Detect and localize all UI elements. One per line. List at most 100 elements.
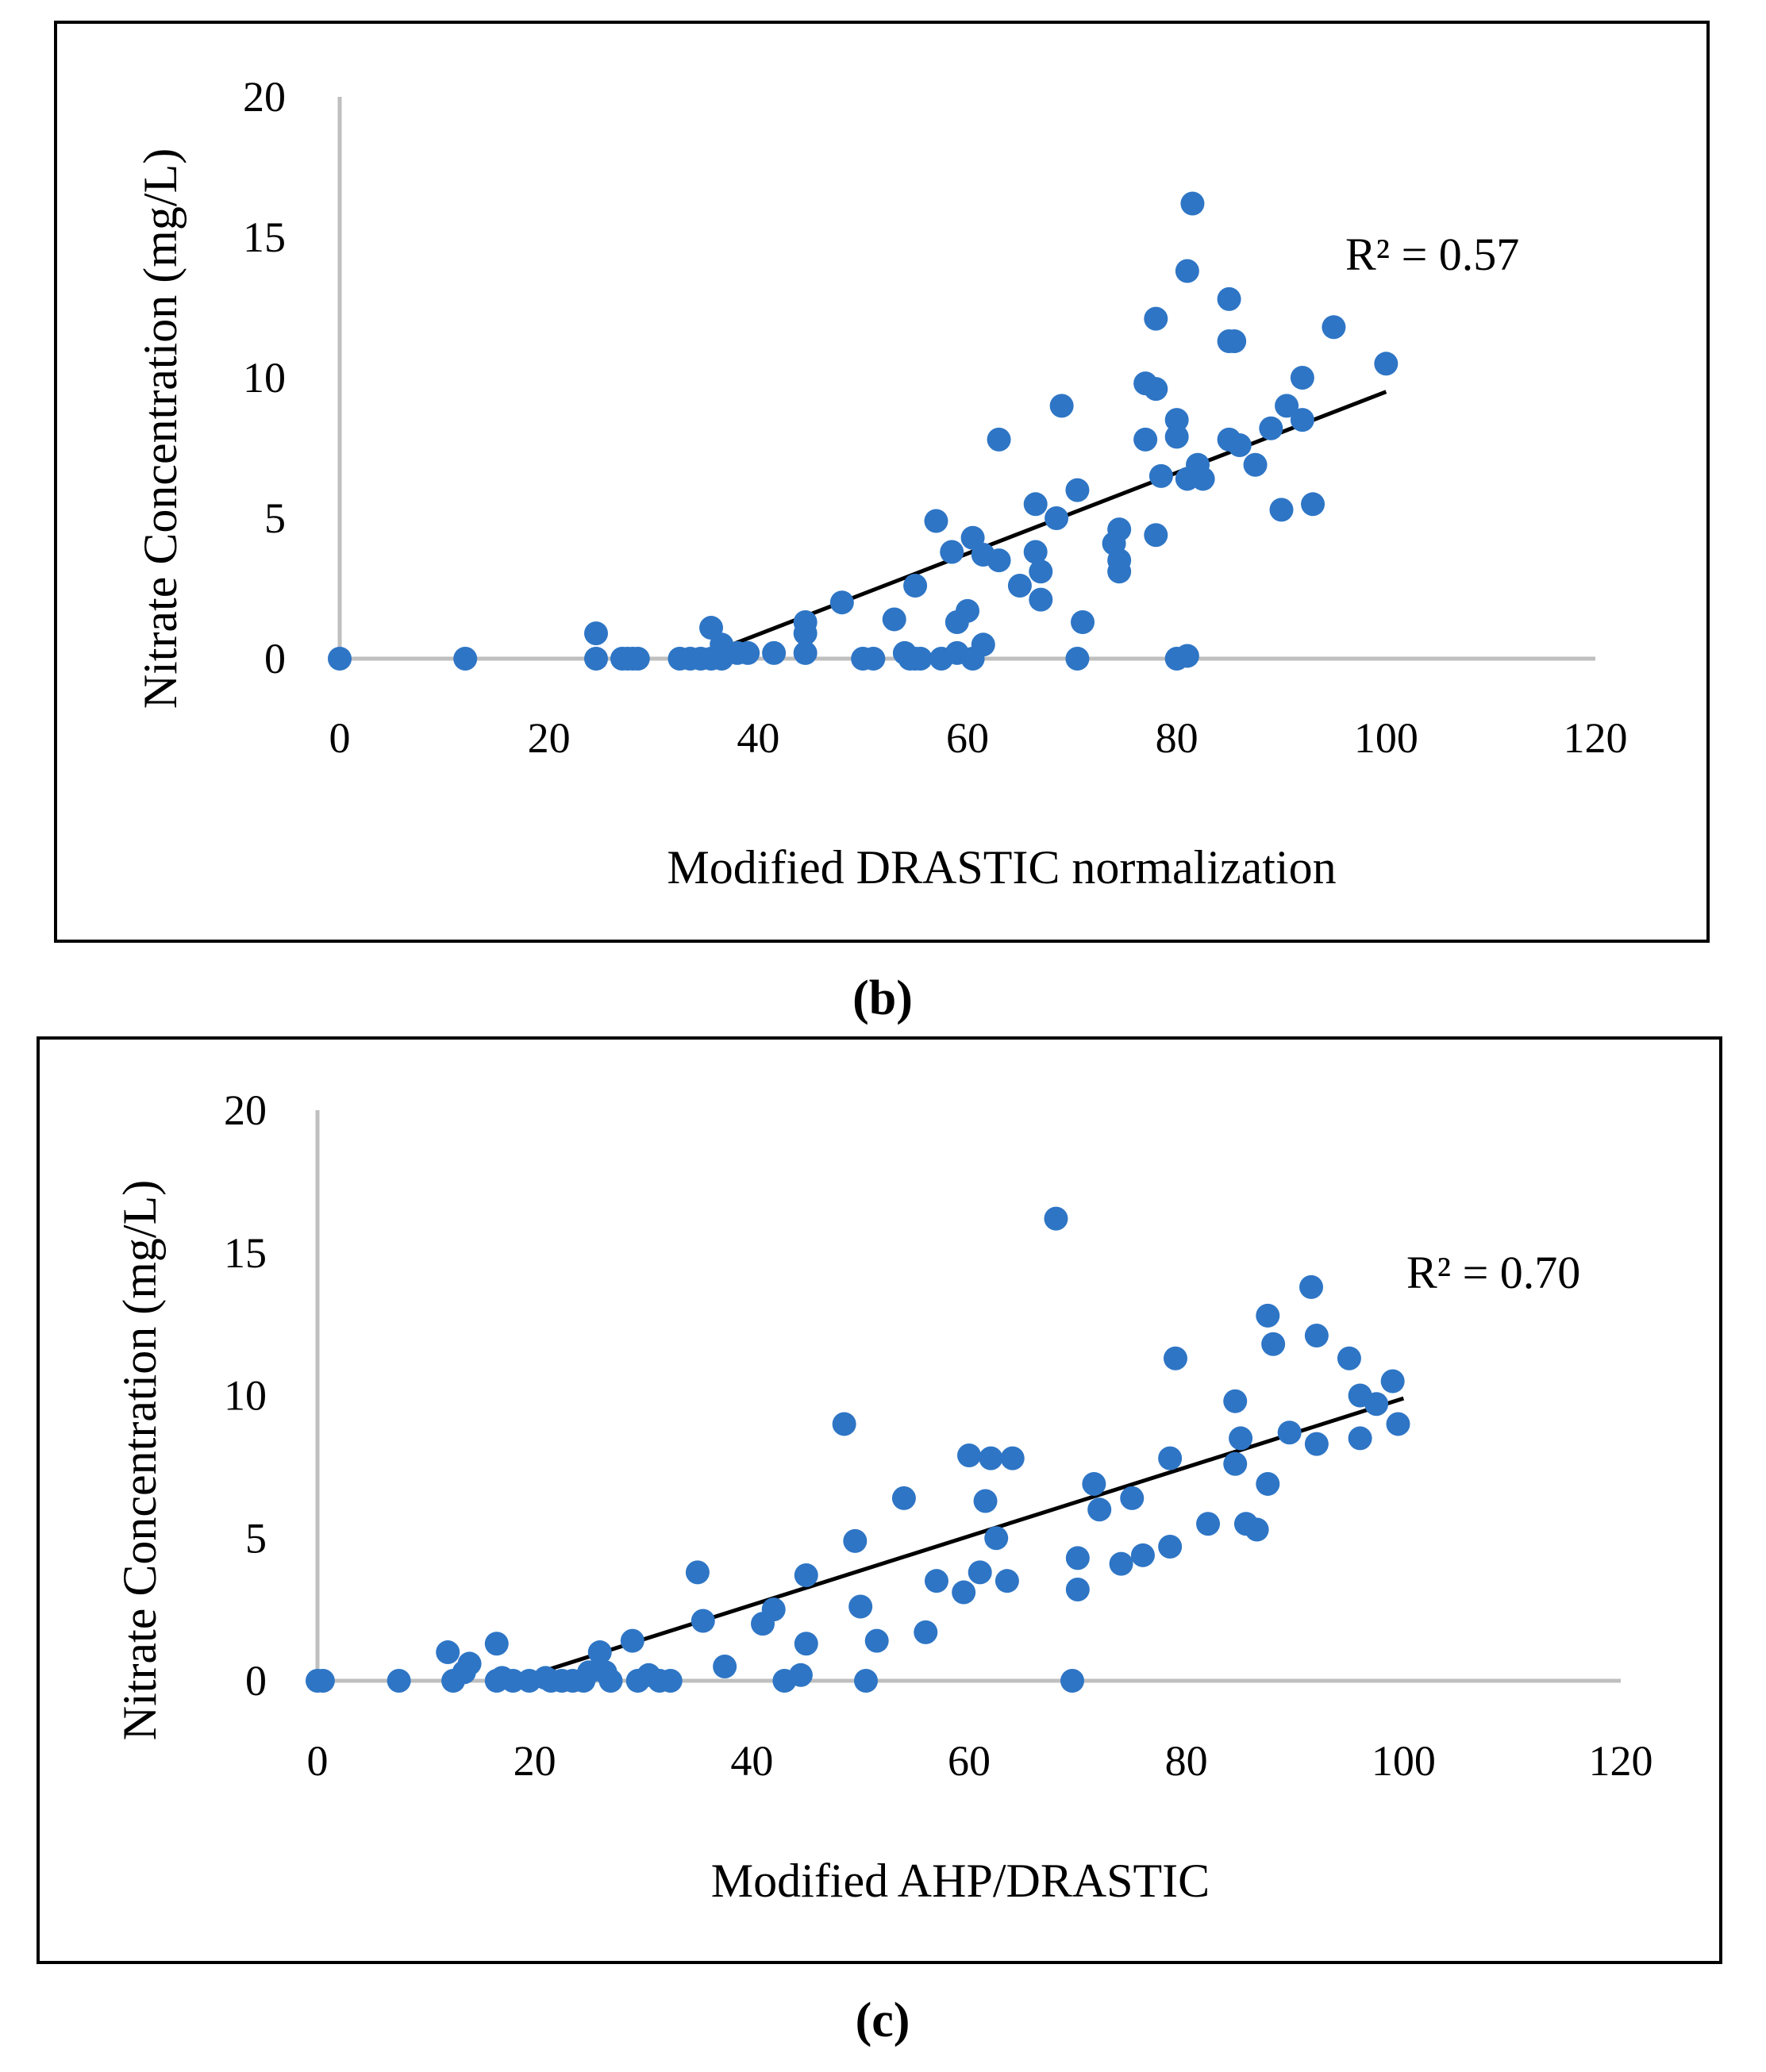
chart-c-data-point — [1196, 1512, 1221, 1536]
chart-c-data-point — [788, 1663, 813, 1687]
chart-b-data-point — [1023, 540, 1048, 564]
chart-b-data-point — [1222, 329, 1247, 353]
chart-c-data-point — [968, 1560, 992, 1585]
chart-c-data-point — [598, 1669, 623, 1693]
chart-c-y-axis-title: Nitrate Concentration (mg/L) — [114, 1180, 166, 1740]
chart-b-data-point — [971, 632, 995, 657]
chart-c-data-point — [1304, 1432, 1329, 1456]
chart-c-data-point — [1245, 1517, 1269, 1542]
chart-b-y-tick-label: 10 — [243, 354, 286, 402]
chart-b-data-point — [793, 621, 818, 646]
chart-b-data-point — [940, 540, 964, 564]
chart-b-data-point — [762, 640, 787, 665]
chart-c-data-point — [691, 1609, 715, 1633]
chart-b-data-point — [861, 647, 886, 671]
chart-b-data-point — [1045, 506, 1069, 530]
chart-c-y-tick-label: 10 — [224, 1372, 267, 1420]
chart-c-x-tick-label: 20 — [514, 1737, 556, 1785]
chart-c-data-point — [864, 1628, 889, 1653]
chart-b-x-tick-label: 80 — [1156, 714, 1198, 762]
chart-c-data-point — [436, 1640, 460, 1665]
chart-c-x-tick-label: 40 — [730, 1737, 773, 1785]
panel-label-c: (c) — [856, 1993, 910, 2047]
chart-c-data-point — [658, 1669, 683, 1693]
chart-b-x-tick-label: 20 — [528, 714, 571, 762]
chart-c-data-point — [1277, 1420, 1302, 1445]
chart-b-data-point — [1164, 425, 1189, 449]
chart-c-data-point — [501, 1669, 525, 1693]
chart-b-data-point — [1259, 416, 1283, 440]
chart-b-data-point — [1144, 306, 1168, 331]
chart-b-x-tick-label: 60 — [946, 714, 989, 762]
chart-b-data-point — [625, 647, 650, 671]
chart-c-data-point — [1082, 1471, 1106, 1496]
chart-b-data-point — [903, 573, 928, 598]
chart-b-y-tick-label: 20 — [243, 73, 286, 121]
chart-c-data-point — [1065, 1577, 1090, 1601]
chart-c-data-point — [924, 1569, 948, 1593]
chart-c-data-point — [1060, 1669, 1084, 1693]
chart-c-y-tick-label: 0 — [245, 1657, 267, 1705]
chart-b-data-point — [736, 640, 760, 665]
chart-b-r2-label: R² = 0.57 — [1345, 229, 1519, 280]
chart-c-data-point — [1000, 1446, 1025, 1470]
chart-c-data-point — [1261, 1332, 1286, 1356]
chart-c-x-tick-label: 80 — [1165, 1737, 1208, 1785]
chart-c-data-point — [1130, 1543, 1155, 1567]
chart-c-data-point — [457, 1651, 482, 1676]
chart-b-data-point — [1175, 259, 1199, 283]
chart-c-data-point — [1256, 1303, 1280, 1328]
chart-b: 0 20 40 60 80 100 120 0 5 10 15 20 R² = 0.57 Modifi… — [54, 21, 1710, 943]
chart-c-data-point — [387, 1669, 411, 1693]
chart-c-x-tick-label: 0 — [307, 1737, 329, 1785]
chart-c-frame — [37, 1036, 1722, 1964]
chart-b-data-point — [583, 647, 608, 671]
chart-b-data-point — [1107, 559, 1132, 584]
chart-b-data-point — [328, 647, 352, 671]
chart-c-data-point — [1299, 1274, 1324, 1299]
chart-b-data-point — [1144, 523, 1168, 548]
chart-b-data-point — [882, 607, 906, 632]
chart-c-x-tick-label: 120 — [1589, 1737, 1653, 1785]
chart-c-data-point — [310, 1669, 335, 1693]
chart-c-y-tick-label: 15 — [224, 1229, 267, 1277]
chart-b-y-tick-label: 5 — [264, 494, 286, 542]
chart-b-data-point — [908, 647, 933, 671]
chart-c-data-point — [848, 1594, 873, 1619]
chart-c-data-point — [952, 1580, 976, 1605]
chart-b-data-point — [1374, 352, 1399, 376]
chart-b-data-point — [1301, 492, 1325, 517]
chart-b-data-point — [1227, 432, 1252, 457]
chart-b-x-tick-label: 0 — [329, 714, 351, 762]
chart-b-x-axis-title: Modified DRASTIC normalization — [667, 841, 1336, 894]
chart-b-data-point — [1191, 467, 1215, 491]
chart-c-data-point — [1044, 1206, 1068, 1231]
chart-b-data-point — [1275, 394, 1299, 418]
chart-b-y-axis-title: Nitrate Concentration (mg/L) — [134, 148, 187, 709]
chart-c-data-point — [1120, 1486, 1145, 1510]
chart-b-data-point — [1133, 427, 1158, 452]
chart-c-data-point — [1229, 1426, 1253, 1451]
chart-c-data-point — [995, 1569, 1019, 1593]
chart-c-data-point — [620, 1628, 644, 1653]
chart-c-r2-label: R² = 0.70 — [1406, 1247, 1580, 1298]
chart-c-data-point — [577, 1660, 602, 1685]
chart-c-data-point — [587, 1640, 612, 1665]
chart-c-data-point — [713, 1655, 737, 1679]
chart-c-x-tick-label: 60 — [948, 1737, 991, 1785]
chart-c-data-point — [1386, 1412, 1410, 1436]
chart-c-data-point — [1364, 1392, 1389, 1417]
chart-c-data-point — [761, 1597, 786, 1622]
chart-b-data-point — [987, 548, 1011, 573]
chart-b-data-point — [1065, 647, 1090, 671]
chart-c-data-point — [1223, 1451, 1248, 1476]
chart-c-data-point — [1065, 1546, 1090, 1570]
chart-c-data-point — [1109, 1551, 1133, 1576]
chart-c-data-point — [891, 1486, 916, 1510]
chart-c-trendline — [512, 1396, 1405, 1683]
chart-b-x-tick-label: 120 — [1564, 714, 1628, 762]
chart-b-data-point — [793, 640, 818, 665]
chart-b-y-tick-label: 0 — [264, 635, 286, 682]
chart-b-data-point — [1144, 377, 1168, 402]
